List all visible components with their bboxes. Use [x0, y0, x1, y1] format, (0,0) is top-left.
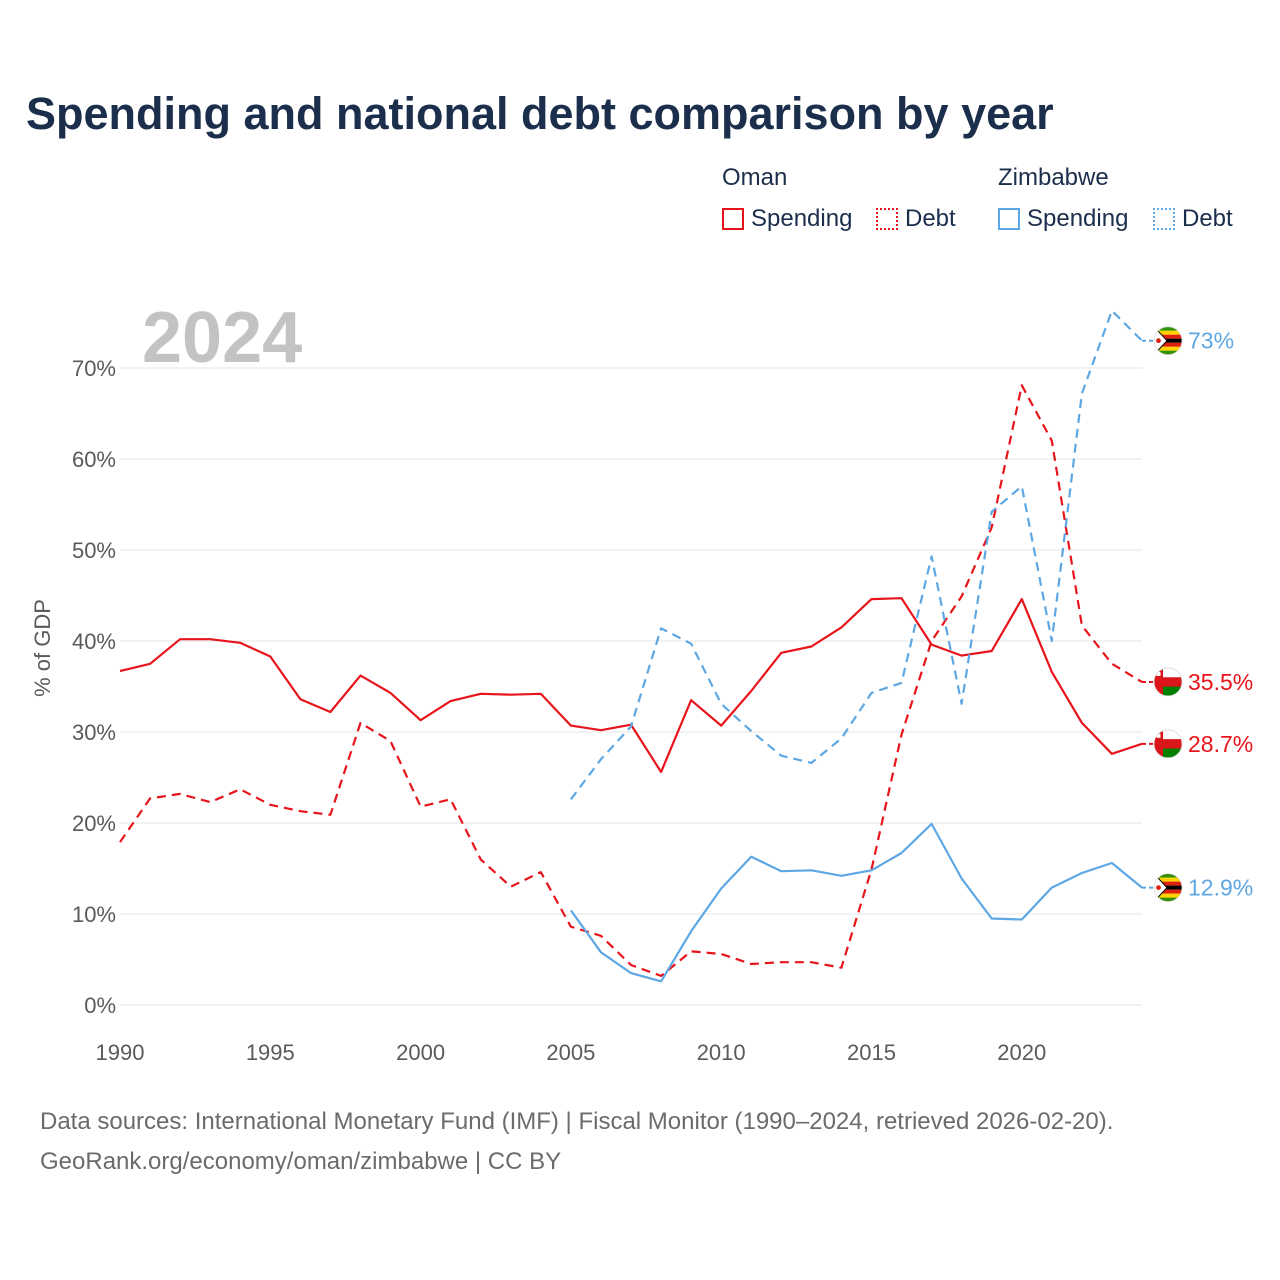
x-tick-label: 2015	[847, 1040, 896, 1065]
series-line-oman-debt[interactable]	[119, 384, 1143, 978]
oman-flag-icon	[1153, 729, 1183, 759]
y-tick-label: 70%	[72, 356, 116, 381]
legend-swatch-dotted-icon	[876, 208, 898, 230]
legend-label: Debt	[1182, 205, 1233, 232]
legend-swatch-solid-icon	[722, 208, 744, 230]
x-tick-label: 2010	[697, 1040, 746, 1065]
legend-title-zimbabwe: Zimbabwe	[998, 164, 1109, 191]
x-tick-label: 1990	[96, 1040, 145, 1065]
y-tick-label: 50%	[72, 538, 116, 563]
current-year-watermark: 2024	[142, 298, 302, 378]
series-line-zimbabwe-spending[interactable]	[570, 822, 1143, 983]
end-value-label: 12.9%	[1188, 875, 1253, 901]
y-axis-label: % of GDP	[30, 599, 55, 697]
zimbabwe-flag-icon	[1153, 873, 1183, 903]
footer-sources: Data sources: International Monetary Fun…	[40, 1108, 1114, 1135]
x-tick-label: 2020	[997, 1040, 1046, 1065]
x-tick-label: 2000	[396, 1040, 445, 1065]
y-tick-label: 60%	[72, 447, 116, 472]
legend-swatch-solid-icon	[998, 208, 1020, 230]
legend-zimbabwe-spending[interactable]: Spending	[998, 204, 1128, 234]
legend-oman-debt[interactable]: Debt	[876, 204, 956, 234]
legend-label: Debt	[905, 205, 956, 232]
end-value-label: 28.7%	[1188, 731, 1253, 757]
legend-zimbabwe-debt[interactable]: Debt	[1153, 204, 1233, 234]
legend-oman-spending[interactable]: Spending	[722, 204, 852, 234]
x-tick-label: 1995	[246, 1040, 295, 1065]
y-tick-label: 10%	[72, 902, 116, 927]
legend-label: Spending	[1027, 205, 1129, 232]
legend-title-oman: Oman	[722, 164, 788, 191]
y-tick-label: 0%	[84, 993, 116, 1018]
y-tick-label: 20%	[72, 811, 116, 836]
y-tick-label: 30%	[72, 720, 116, 745]
legend-swatch-dotted-icon	[1153, 208, 1175, 230]
x-tick-label: 2005	[546, 1040, 595, 1065]
zimbabwe-flag-icon	[1153, 326, 1183, 356]
oman-flag-icon	[1153, 667, 1183, 697]
y-tick-label: 40%	[72, 629, 116, 654]
end-value-label: 73%	[1188, 328, 1234, 354]
series-line-oman-spending[interactable]	[119, 597, 1143, 774]
end-value-label: 35.5%	[1188, 669, 1253, 695]
footer-credit: GeoRank.org/economy/oman/zimbabwe | CC B…	[40, 1148, 562, 1175]
chart-title: Spending and national debt comparison by…	[26, 88, 1054, 139]
legend-label: Spending	[751, 205, 853, 232]
series-line-zimbabwe-debt[interactable]	[570, 309, 1143, 800]
